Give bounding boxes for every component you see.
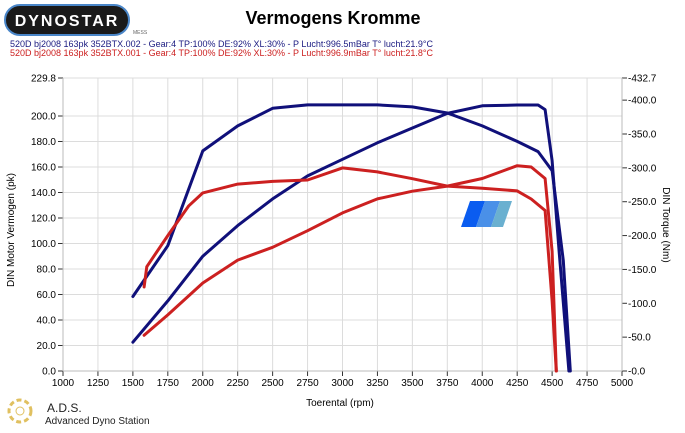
- y-tick-label: 20.0: [37, 341, 57, 352]
- dynostar-logo: DYNOSTAR MESS: [4, 4, 148, 36]
- y-tick-label: 180.0: [31, 137, 56, 148]
- series-line-0: [131, 103, 571, 373]
- x-tick-label: 4750: [576, 378, 599, 389]
- y2-tick-label: -350.0: [628, 129, 657, 140]
- x-tick-label: 1750: [157, 378, 180, 389]
- y-tick-label: 60.0: [37, 290, 57, 301]
- legend-entry-002: 520D bj2008 163pk 352BTX.002 - Gear:4 TP…: [10, 39, 433, 49]
- x-tick-label: 2500: [262, 378, 285, 389]
- footer-subtitle: Advanced Dyno Station: [45, 416, 150, 427]
- x-tick-label: 2250: [227, 378, 250, 389]
- x-tick-label: 3500: [401, 378, 424, 389]
- logo-text: DYNOSTAR: [15, 13, 120, 30]
- x-tick-label: 2750: [296, 378, 319, 389]
- x-tick-label: 1500: [122, 378, 145, 389]
- y-tick-label: 100.0: [31, 239, 56, 250]
- logo-sub: MESS: [133, 30, 148, 36]
- y-tick-label: 0.0: [42, 367, 56, 378]
- y2-axis-label: DIN Torque (Nm): [660, 187, 671, 262]
- x-tick-label: 5000: [611, 378, 634, 389]
- x-tick-label: 3750: [436, 378, 459, 389]
- curves: [131, 103, 572, 373]
- y2-tick-label: -150.0: [628, 265, 657, 276]
- x-tick-label: 1250: [87, 378, 110, 389]
- legend-entry-001: 520D bj2008 163pk 352BTX.001 - Gear:4 TP…: [10, 48, 433, 58]
- y-tick-label: 160.0: [31, 162, 56, 173]
- footer-brand: A.D.S.: [47, 401, 82, 415]
- y2-tick-label: -100.0: [628, 299, 657, 310]
- x-tick-label: 2000: [192, 378, 215, 389]
- x-tick-label: 4500: [541, 378, 564, 389]
- y2-tick-label: -250.0: [628, 197, 657, 208]
- x-tick-label: 3250: [366, 378, 389, 389]
- y-axis-label: DIN Motor Vermogen (pk): [6, 173, 17, 287]
- y-tick-label: 40.0: [37, 315, 57, 326]
- y2-tick-label: -50.0: [628, 333, 651, 344]
- x-tick-label: 4000: [471, 378, 494, 389]
- x-tick-label: 3000: [331, 378, 354, 389]
- y-tick-label: 120.0: [31, 213, 56, 224]
- y2-tick-label: -0.0: [628, 367, 646, 378]
- y2-tick-label: -200.0: [628, 231, 657, 242]
- y-tick-label: 80.0: [37, 264, 57, 275]
- x-axis-label: Toerental (rpm): [306, 398, 374, 409]
- y-tick-label: 200.0: [31, 111, 56, 122]
- axes: 1000 1250 1500 1750 2000 2250 2500 2750 3000 3250…: [31, 74, 657, 390]
- x-tick-label: 1000: [52, 378, 75, 389]
- y-tick-label: 229.8: [31, 74, 56, 85]
- watermark-icon: [461, 201, 512, 227]
- series-line-3: [142, 166, 558, 373]
- y2-tick-label: -432.7: [628, 74, 657, 85]
- series-line-2: [142, 164, 558, 373]
- chart-title: Vermogens Kromme: [245, 8, 420, 28]
- ads-logo-icon: [7, 398, 33, 424]
- series-line-1: [131, 103, 572, 373]
- y2-tick-label: -400.0: [628, 96, 657, 107]
- y2-tick-label: -300.0: [628, 163, 657, 174]
- x-tick-label: 4250: [506, 378, 529, 389]
- y-tick-label: 140.0: [31, 188, 56, 199]
